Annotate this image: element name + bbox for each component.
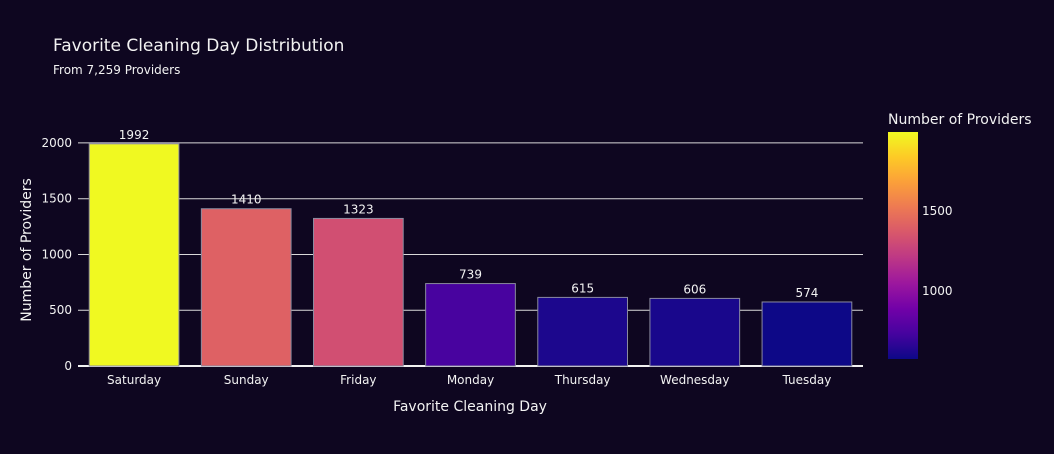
x-tick-label: Tuesday xyxy=(782,373,832,387)
bar-value-labels: 1992 1410 1323 739 615 606 574 xyxy=(119,128,819,300)
colorbar-tick-label: 1000 xyxy=(922,284,953,298)
bar-sunday[interactable] xyxy=(200,208,292,367)
bar-tuesday[interactable] xyxy=(761,301,853,367)
bar-value-label: 739 xyxy=(459,268,482,282)
bar-value-label: 606 xyxy=(683,282,706,296)
y-tick-label: 1500 xyxy=(41,192,72,206)
colorbar xyxy=(888,132,918,359)
x-tick-label: Thursday xyxy=(554,373,611,387)
y-tick-label: 1000 xyxy=(41,247,72,261)
x-tick-labels: Saturday Sunday Friday Monday Thursday Wednes… xyxy=(107,373,831,387)
bar-thursday[interactable] xyxy=(537,296,628,367)
colorbar-tick-label: 1500 xyxy=(922,204,953,218)
bar-monday[interactable] xyxy=(425,283,516,367)
y-tick-label: 0 xyxy=(64,359,72,373)
y-tick-labels: 0 500 1000 1500 2000 xyxy=(41,136,72,373)
bar-value-label: 615 xyxy=(571,281,594,295)
x-axis-title: Favorite Cleaning Day xyxy=(393,399,547,415)
colorbar-tick-labels: 1000 1500 xyxy=(922,204,953,298)
x-tick-label: Saturday xyxy=(107,373,161,387)
x-tick-label: Wednesday xyxy=(660,373,729,387)
y-tick-label: 500 xyxy=(49,303,72,317)
bar-value-label: 1323 xyxy=(343,202,374,216)
x-tick-label: Monday xyxy=(447,373,494,387)
chart-subtitle: From 7,259 Providers xyxy=(53,63,180,77)
x-tick-label: Friday xyxy=(340,373,376,387)
x-tick-label: Sunday xyxy=(224,373,269,387)
bars xyxy=(88,143,853,367)
bar-value-label: 1410 xyxy=(231,193,262,207)
y-axis-title: Number of Providers xyxy=(19,178,35,322)
chart-title: Favorite Cleaning Day Distribution xyxy=(53,36,344,56)
y-tick-label: 2000 xyxy=(41,136,72,150)
bar-friday[interactable] xyxy=(313,217,404,367)
bar-saturday[interactable] xyxy=(88,143,180,367)
colorbar-title: Number of Providers xyxy=(888,112,1032,128)
bar-wednesday[interactable] xyxy=(649,297,741,367)
bar-value-label: 574 xyxy=(795,286,818,300)
bar-value-label: 1992 xyxy=(119,128,150,142)
